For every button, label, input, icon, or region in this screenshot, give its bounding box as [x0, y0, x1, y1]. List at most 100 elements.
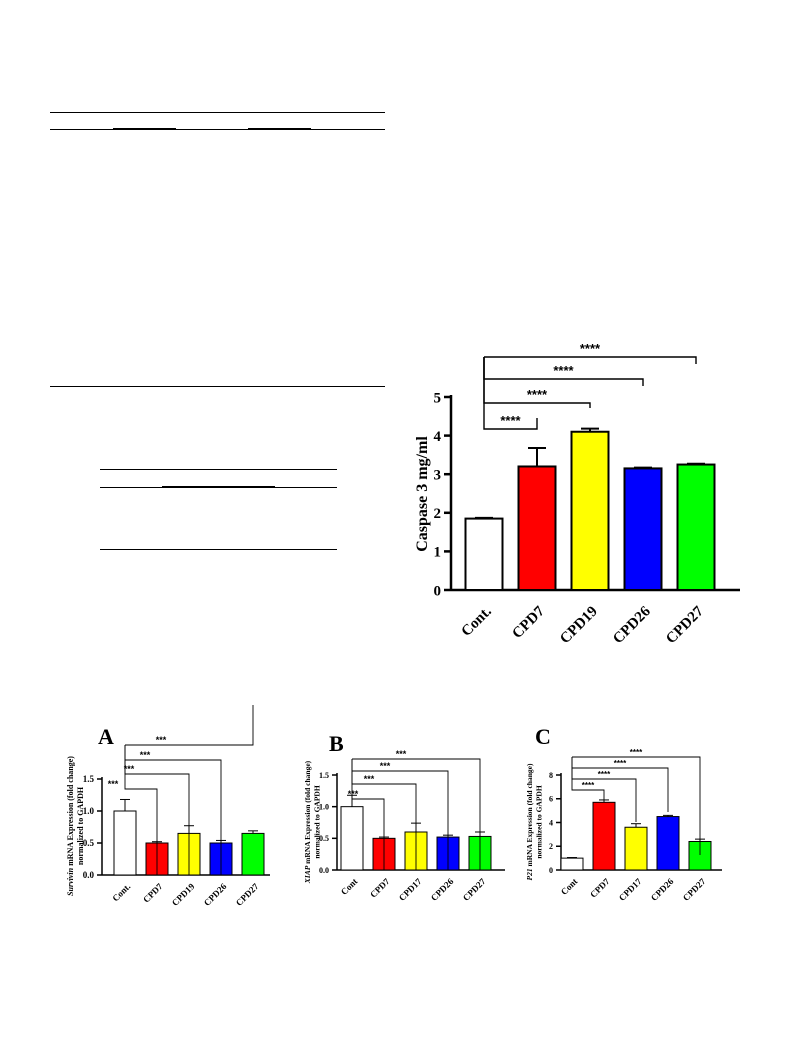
significance-stars: *** — [140, 750, 151, 760]
significance-stars: *** — [348, 789, 359, 799]
significance-bracket — [483, 357, 591, 408]
y-tick-label: 1.0 — [83, 806, 95, 816]
significance-bracket — [125, 705, 254, 746]
y-axis-label: XIAP mRNA Expression (fold change) — [303, 760, 312, 884]
y-axis-label-line2: normalized to GAPDH — [76, 786, 85, 865]
y-axis-label-gene: Survivin — [66, 867, 75, 896]
category-label: CPD27 — [681, 876, 708, 903]
y-tick-label: 6 — [549, 795, 553, 804]
significance-bracket — [483, 357, 644, 386]
y-tick-label: 8 — [549, 771, 553, 780]
bar-cpd27 — [241, 832, 265, 876]
category-label: Cont — [339, 876, 360, 897]
y-tick-label: 1.5 — [319, 771, 329, 780]
category-label: CPD19 — [170, 881, 197, 908]
significance-stars: **** — [582, 781, 595, 790]
significance-bracket — [351, 759, 417, 870]
y-axis-label-text: mRNA Expression (fold change) — [525, 763, 534, 868]
y-tick-label: 1.5 — [83, 774, 95, 784]
significance-stars: **** — [553, 363, 574, 378]
category-label: CPD7 — [141, 881, 165, 905]
y-tick-label: 2 — [434, 506, 442, 522]
category-label: CPD26 — [429, 876, 456, 903]
significance-bracket — [124, 745, 222, 875]
significance-stars: *** — [396, 749, 407, 759]
panel-label-b: B — [329, 731, 344, 756]
panel-label-c: C — [535, 724, 551, 749]
category-label: CPD17 — [617, 876, 644, 903]
category-label: CPD27 — [461, 876, 488, 903]
category-label: CPD27 — [663, 603, 707, 647]
y-axis-label: Caspase 3 mg/ml — [414, 436, 431, 552]
category-label: Cont. — [110, 881, 132, 903]
bar-cont — [560, 857, 584, 871]
table-bottom-rule — [50, 386, 385, 387]
category-label: Cont — [559, 876, 580, 897]
category-label: CPD26 — [649, 876, 676, 903]
category-label: CPD27 — [234, 881, 261, 908]
significance-stars: **** — [500, 413, 521, 428]
y-tick-label: 5 — [434, 390, 442, 406]
significance-stars: **** — [614, 759, 627, 768]
table2-header-segment — [162, 486, 275, 488]
significance-bracket — [571, 757, 669, 812]
y-tick-label: 4 — [434, 429, 442, 445]
bar-cont — [113, 810, 137, 876]
bar-cont — [340, 806, 364, 871]
table2-bottom-rule — [100, 549, 337, 550]
table2-top-rule — [100, 469, 337, 470]
significance-stars: *** — [364, 774, 375, 784]
table-top-rule — [50, 112, 385, 113]
bar-cpd26 — [656, 816, 680, 871]
significance-bracket — [572, 756, 701, 855]
significance-stars: **** — [580, 341, 601, 356]
significance-stars: **** — [630, 748, 643, 757]
y-axis-label: Survivin mRNA Expression (fold change) — [66, 756, 75, 896]
category-label: Cont. — [458, 603, 495, 640]
significance-bracket — [352, 758, 481, 870]
y-tick-label: 0.5 — [83, 838, 95, 848]
bar-cpd19 — [570, 430, 610, 591]
y-axis-label-line2: normalized to GAPDH — [535, 785, 544, 858]
y-axis-label-text: mRNA Expression (fold change) — [66, 756, 75, 868]
significance-stars: **** — [598, 770, 611, 779]
bar-cpd26 — [623, 467, 663, 591]
bar-cpd17 — [624, 826, 648, 871]
significance-bracket — [484, 356, 697, 364]
y-tick-label: 0 — [434, 583, 442, 599]
bar-cont — [464, 517, 504, 592]
table-header-segment-1 — [113, 128, 176, 130]
y-axis-label-gene: P21 — [525, 868, 534, 880]
table-header-rule — [50, 129, 385, 130]
y-tick-label: 0 — [549, 866, 553, 875]
y-tick-label: 1 — [434, 545, 442, 561]
category-label: CPD7 — [509, 603, 548, 642]
category-label: CPD17 — [397, 876, 424, 903]
significance-bracket — [351, 759, 449, 870]
significance-stars: **** — [527, 387, 548, 402]
y-axis-label-line2: normalized to GAPDH — [313, 785, 322, 858]
panel-label-a: A — [98, 724, 114, 749]
category-label: CPD7 — [588, 876, 612, 900]
y-axis-label: P21 mRNA Expression (fold change) — [525, 763, 534, 880]
y-tick-label: 4 — [549, 818, 553, 827]
bar-cpd7 — [592, 801, 616, 871]
category-label: CPD26 — [610, 603, 654, 647]
category-label: CPD19 — [557, 604, 601, 648]
y-tick-label: 0.0 — [83, 870, 95, 880]
significance-stars: *** — [124, 764, 135, 774]
y-tick-label: 0.5 — [319, 834, 329, 843]
y-tick-label: 1.0 — [319, 802, 329, 811]
category-label: CPD26 — [202, 881, 229, 908]
y-tick-label: 0.0 — [319, 866, 329, 875]
bar-cpd27 — [676, 463, 716, 591]
y-axis-label-gene: XIAP — [303, 865, 312, 884]
significance-stars: *** — [380, 761, 391, 771]
y-tick-label: 2 — [549, 842, 553, 851]
significance-stars: *** — [156, 735, 167, 745]
y-tick-label: 3 — [434, 467, 442, 483]
bar-cpd7 — [517, 465, 557, 592]
y-axis-label-text: mRNA Expression (fold change) — [303, 760, 312, 865]
significance-stars: *** — [108, 779, 119, 789]
